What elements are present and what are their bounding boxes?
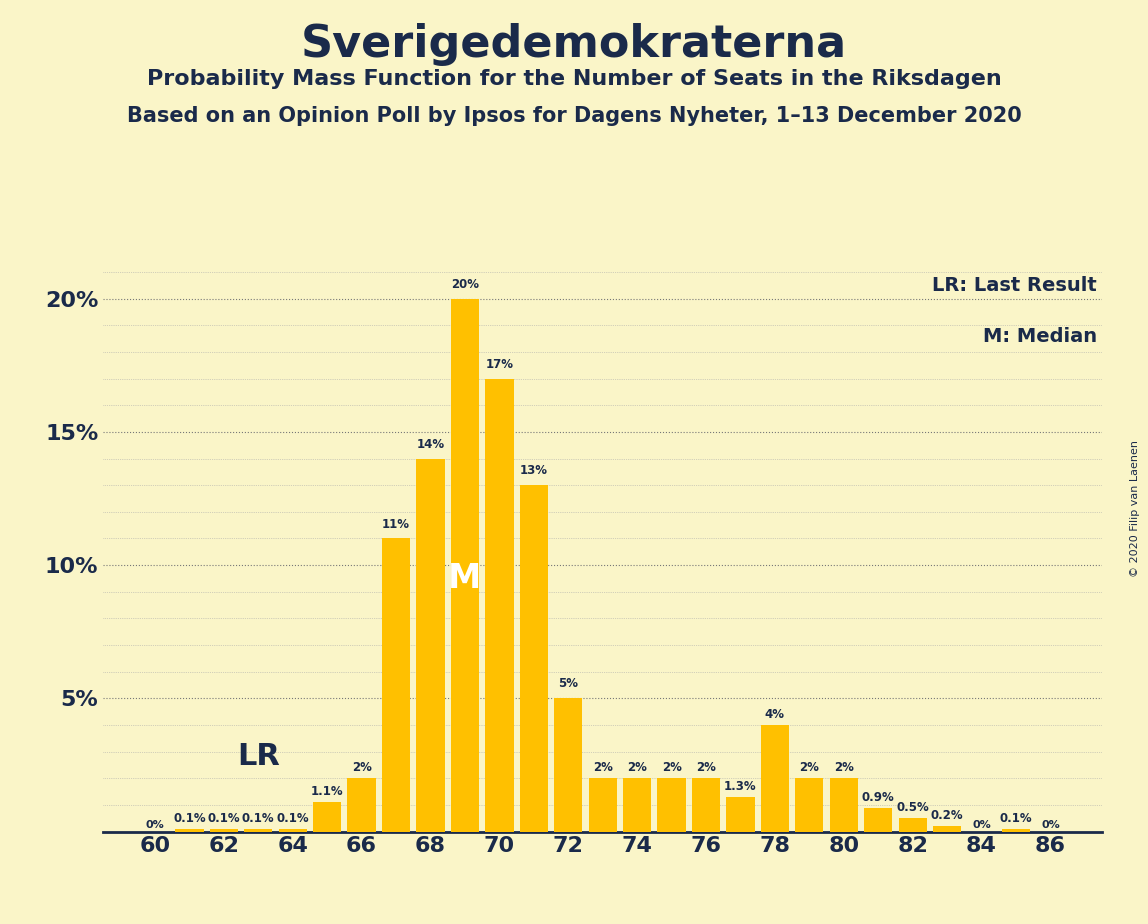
Text: 0.5%: 0.5% <box>897 801 929 814</box>
Text: 20%: 20% <box>451 278 479 291</box>
Bar <box>382 539 410 832</box>
Text: 2%: 2% <box>627 761 647 774</box>
Bar <box>658 778 685 832</box>
Bar <box>864 808 892 832</box>
Text: 1.3%: 1.3% <box>724 780 757 793</box>
Bar <box>933 826 961 832</box>
Bar <box>245 829 272 832</box>
Text: LR: Last Result: LR: Last Result <box>932 276 1097 295</box>
Bar <box>348 778 375 832</box>
Text: Probability Mass Function for the Number of Seats in the Riksdagen: Probability Mass Function for the Number… <box>147 69 1001 90</box>
Text: 0.9%: 0.9% <box>862 791 894 804</box>
Bar <box>554 699 582 832</box>
Text: 0.1%: 0.1% <box>242 812 274 825</box>
Text: 2%: 2% <box>696 761 716 774</box>
Text: M: M <box>449 562 481 595</box>
Bar <box>486 379 513 832</box>
Bar <box>417 458 444 832</box>
Text: 5%: 5% <box>558 677 579 690</box>
Text: 0%: 0% <box>146 821 164 831</box>
Text: 0%: 0% <box>972 821 991 831</box>
Text: 17%: 17% <box>486 358 513 371</box>
Bar <box>899 819 926 832</box>
Bar <box>279 829 307 832</box>
Text: © 2020 Filip van Laenen: © 2020 Filip van Laenen <box>1130 440 1140 577</box>
Bar <box>830 778 858 832</box>
Text: M: Median: M: Median <box>983 327 1097 346</box>
Bar <box>176 829 203 832</box>
Text: Based on an Opinion Poll by Ipsos for Dagens Nyheter, 1–13 December 2020: Based on an Opinion Poll by Ipsos for Da… <box>126 106 1022 127</box>
Text: 2%: 2% <box>351 761 372 774</box>
Text: 0.2%: 0.2% <box>931 809 963 822</box>
Bar <box>520 485 548 832</box>
Bar <box>451 298 479 832</box>
Bar <box>796 778 823 832</box>
Text: 0%: 0% <box>1041 821 1060 831</box>
Text: 2%: 2% <box>799 761 820 774</box>
Bar <box>727 797 754 832</box>
Bar <box>761 725 789 832</box>
Text: 14%: 14% <box>417 438 444 451</box>
Text: 2%: 2% <box>661 761 682 774</box>
Text: 0.1%: 0.1% <box>208 812 240 825</box>
Text: 13%: 13% <box>520 464 548 477</box>
Text: 11%: 11% <box>382 517 410 530</box>
Text: 1.1%: 1.1% <box>311 785 343 798</box>
Text: 0.1%: 0.1% <box>277 812 309 825</box>
Text: 4%: 4% <box>765 708 785 721</box>
Bar <box>589 778 616 832</box>
Bar <box>210 829 238 832</box>
Bar <box>623 778 651 832</box>
Text: 0.1%: 0.1% <box>173 812 205 825</box>
Bar <box>1002 829 1030 832</box>
Bar <box>313 802 341 832</box>
Text: 2%: 2% <box>592 761 613 774</box>
Text: LR: LR <box>236 743 280 772</box>
Bar <box>692 778 720 832</box>
Text: 2%: 2% <box>833 761 854 774</box>
Text: 0.1%: 0.1% <box>1000 812 1032 825</box>
Text: Sverigedemokraterna: Sverigedemokraterna <box>301 23 847 67</box>
